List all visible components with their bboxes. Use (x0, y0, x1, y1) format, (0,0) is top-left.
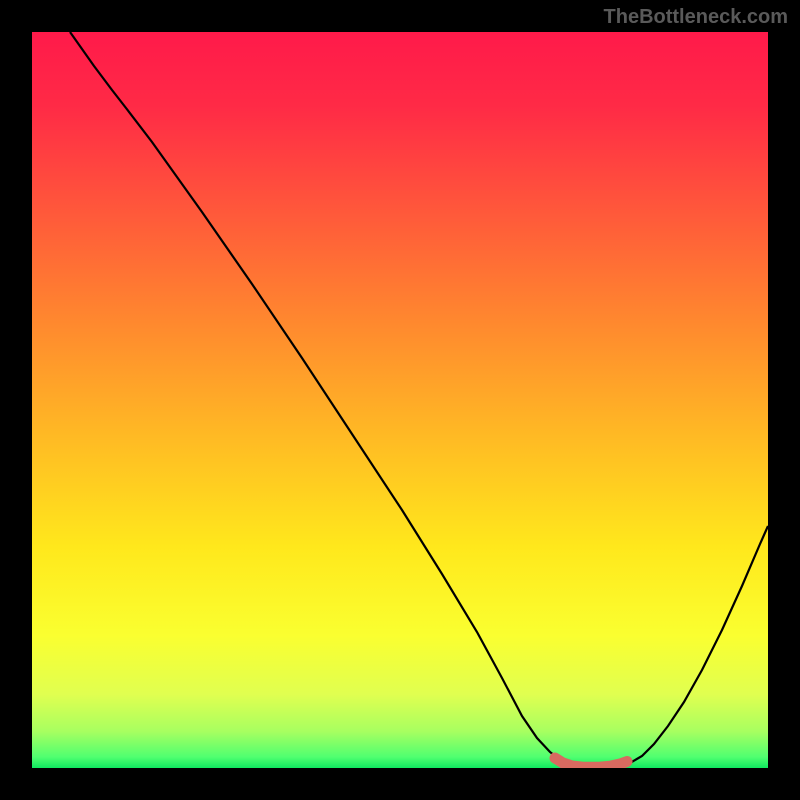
bottleneck-curve (70, 32, 768, 768)
highlight-segment (555, 758, 627, 767)
chart-container: TheBottleneck.com (0, 0, 800, 800)
plot-area (32, 32, 768, 768)
curve-layer (32, 32, 768, 768)
watermark-text: TheBottleneck.com (604, 6, 788, 29)
